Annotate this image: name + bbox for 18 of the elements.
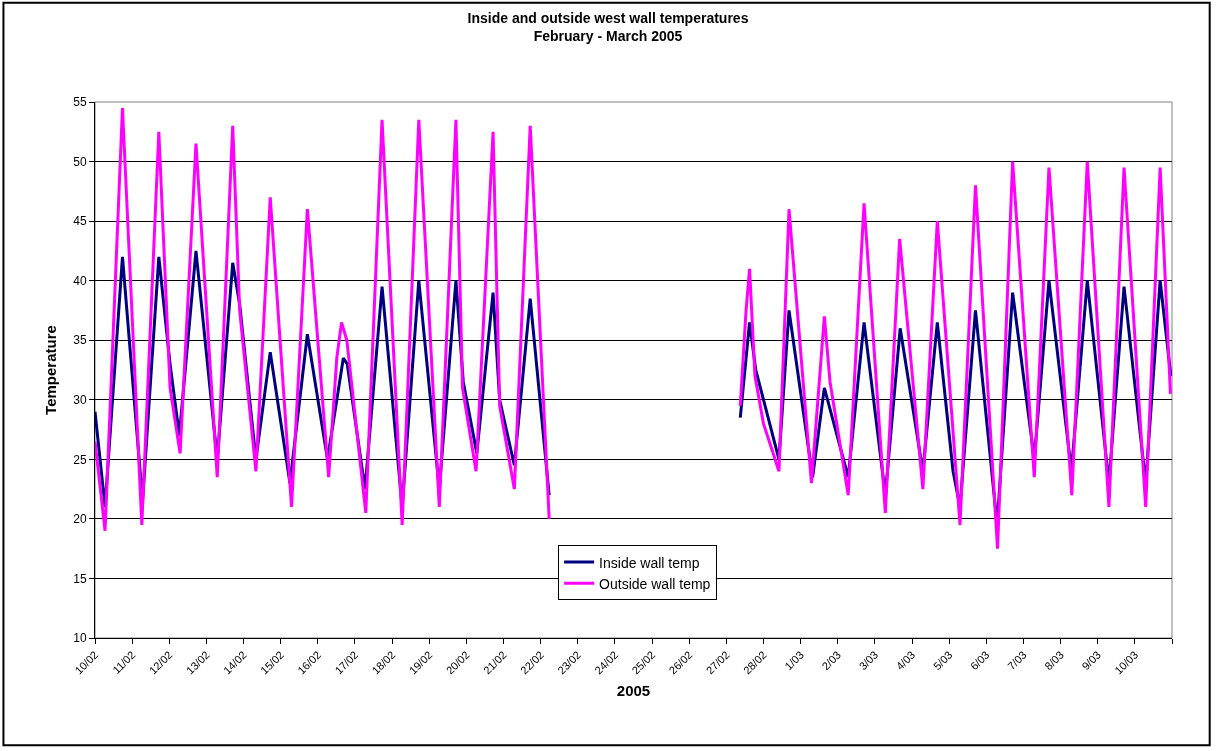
legend-label: Outside wall temp <box>599 575 711 592</box>
chart-title: Inside and outside west wall temperatures <box>467 9 749 26</box>
y-tick-label: 45 <box>73 214 87 229</box>
x-axis-title: 2005 <box>616 682 651 700</box>
y-axis-title: Temperature <box>42 325 60 415</box>
chart-subtitle: February - March 2005 <box>533 27 683 44</box>
legend-label: Inside wall temp <box>599 554 700 571</box>
y-tick-label: 30 <box>73 392 87 407</box>
y-tick-label: 10 <box>73 631 87 646</box>
y-tick-label: 50 <box>73 154 87 169</box>
y-tick-label: 15 <box>73 571 87 586</box>
y-tick-label: 35 <box>73 333 87 348</box>
y-tick-label: 25 <box>73 452 87 467</box>
x-tick-label: 4/03 <box>893 648 918 673</box>
y-tick-label: 20 <box>73 512 87 527</box>
y-tick-label: 55 <box>73 95 87 110</box>
y-tick-label: 40 <box>73 273 87 288</box>
x-tick-label: 7/03 <box>1005 648 1029 673</box>
